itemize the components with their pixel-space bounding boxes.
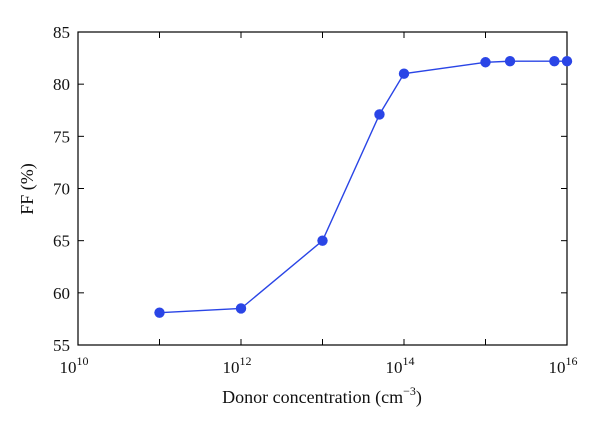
x-axis-label: Donor concentration (cm−3) [222, 384, 422, 408]
x-axis-ticks: 1010 1012 1014 1016 [60, 32, 578, 377]
y-axis-label: FF (%) [17, 163, 38, 215]
data-point [374, 109, 385, 120]
x-tick-label: 1012 [223, 354, 252, 377]
y-tick-label: 65 [53, 232, 70, 251]
data-point [398, 68, 410, 79]
x-axis-label-exponent: −3 [403, 384, 416, 398]
y-tick-label: 60 [53, 284, 70, 303]
data-point [480, 57, 491, 68]
x-tick-label: 1016 [549, 354, 578, 377]
y-tick-label: 55 [53, 336, 70, 355]
plot-frame [77, 31, 568, 346]
x-axis-label-close: ) [416, 387, 422, 408]
data-point [154, 307, 165, 318]
data-point [549, 56, 560, 67]
data-point [317, 235, 328, 246]
data-point [504, 56, 516, 67]
data-points [154, 56, 573, 318]
series-line [159, 60, 567, 314]
x-tick-label: 1010 [60, 354, 89, 377]
y-tick-label: 70 [53, 180, 70, 199]
y-tick-label: 80 [53, 75, 70, 94]
x-axis-label-text: Donor concentration (cm [222, 387, 403, 408]
data-point [561, 56, 573, 67]
y-tick-label: 85 [53, 23, 70, 42]
x-tick-label: 1014 [386, 354, 415, 377]
y-tick-label: 75 [53, 127, 70, 146]
data-point [235, 303, 247, 314]
y-axis-ticks: 55 60 65 70 75 80 85 [53, 23, 567, 355]
